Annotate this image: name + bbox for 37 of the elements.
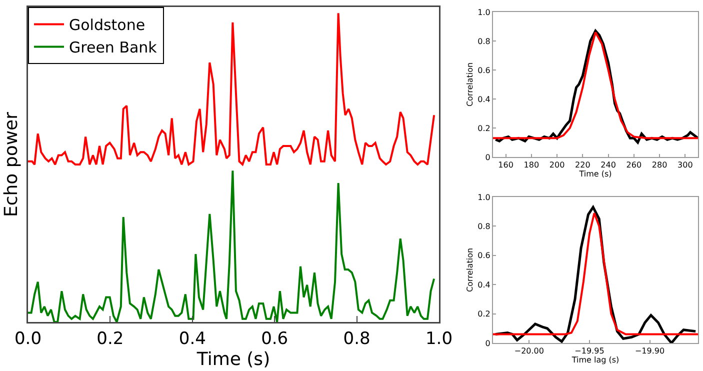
x-tick-label: 200 xyxy=(549,160,565,170)
y-tick-label: 0.4 xyxy=(478,280,490,290)
x-tick-label: 0.0 xyxy=(14,328,42,349)
y-tick-label: 0.8 xyxy=(478,222,490,231)
x-tick-label: 1.0 xyxy=(425,328,453,349)
y-tick-label: 0.2 xyxy=(478,124,490,133)
y-tick-label: 0.8 xyxy=(478,36,490,46)
x-tick-label: 0.2 xyxy=(96,328,124,349)
x-tick-label: −20.00 xyxy=(514,346,544,356)
y-tick-label: 1.0 xyxy=(478,8,490,17)
y-axis-title: Correlation xyxy=(465,62,474,107)
x-tick-label: 300 xyxy=(678,160,693,170)
x-tick-label: 0.8 xyxy=(343,328,370,349)
x-tick-label: 260 xyxy=(626,160,642,170)
x-tick-label: 0.4 xyxy=(178,328,206,349)
x-tick-label: −19.95 xyxy=(574,346,604,356)
y-axis-title: Correlation xyxy=(465,248,474,292)
y-tick-label: 0.2 xyxy=(478,310,490,319)
x-axis-title: Time (s) xyxy=(578,170,612,179)
x-tick-label: 220 xyxy=(575,160,590,170)
legend-label: Goldstone xyxy=(69,16,146,34)
y-tick-label: 0.6 xyxy=(478,66,490,75)
x-tick-label: 280 xyxy=(652,160,668,170)
y-tick-label: 0 xyxy=(485,338,490,348)
y-tick-label: 1.0 xyxy=(478,192,490,202)
x-tick-label: −19.90 xyxy=(634,346,665,356)
y-tick-label: 0.4 xyxy=(478,94,490,104)
x-axis-title: Time lag (s) xyxy=(570,356,620,365)
x-tick-label: 180 xyxy=(524,160,540,170)
y-tick-label: 0 xyxy=(485,152,490,162)
y-axis-title: Echo power xyxy=(0,111,22,218)
y-tick-label: 0.6 xyxy=(478,251,490,260)
x-tick-label: 240 xyxy=(600,160,616,170)
x-tick-label: 160 xyxy=(498,160,514,170)
legend-label: Green Bank xyxy=(69,38,158,57)
x-axis-title: Time (s) xyxy=(196,348,270,370)
x-tick-label: 0.6 xyxy=(261,328,288,349)
